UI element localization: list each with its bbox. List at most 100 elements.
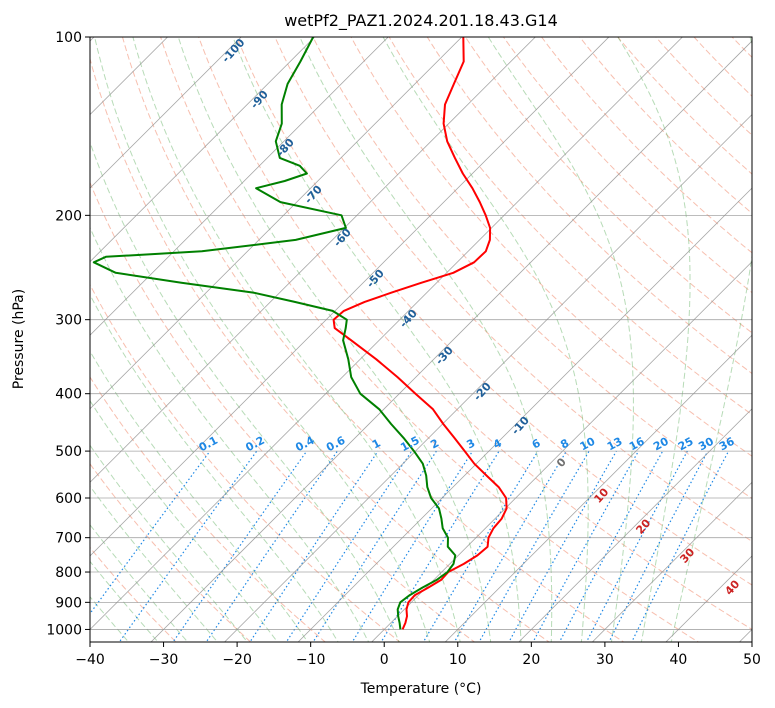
x-tick-label: −30 bbox=[149, 652, 179, 668]
y-tick-label: 600 bbox=[55, 491, 82, 507]
mixing-ratio-label: 6 bbox=[530, 436, 543, 451]
mixing-ratio-line bbox=[118, 450, 258, 642]
isotherm-line bbox=[444, 334, 752, 642]
isotherm-line bbox=[90, 37, 610, 557]
moist-adiabat-line bbox=[90, 293, 339, 642]
isotherm-line bbox=[591, 481, 752, 642]
mixing-ratio-label: 25 bbox=[676, 435, 696, 454]
mixing-ratio-label: 13 bbox=[605, 435, 625, 454]
y-tick-label: 700 bbox=[55, 531, 82, 547]
x-tick-label: 20 bbox=[522, 652, 540, 668]
dry-adiabat-line bbox=[312, 37, 752, 500]
x-tick-label: 50 bbox=[743, 652, 761, 668]
dry-adiabat-line bbox=[90, 376, 327, 642]
dry-adiabat-line bbox=[90, 463, 252, 642]
isotherm-line bbox=[90, 37, 389, 336]
dry-adiabat-label: -20 bbox=[471, 380, 494, 404]
x-axis-label: Temperature (°C) bbox=[360, 681, 482, 697]
moist-adiabat-line bbox=[90, 596, 130, 642]
y-tick-label: 100 bbox=[55, 30, 82, 46]
moist-adiabat-line bbox=[617, 37, 691, 642]
mixing-ratio-line bbox=[249, 450, 379, 642]
dry-adiabat-line bbox=[121, 37, 625, 642]
isotherm-line bbox=[150, 40, 752, 642]
x-tick-label: 30 bbox=[596, 652, 614, 668]
moist-adiabat-line bbox=[232, 37, 522, 642]
dry-adiabat-line bbox=[731, 37, 752, 59]
dry-adiabat-line bbox=[655, 37, 752, 136]
mixing-ratio-label: 30 bbox=[696, 435, 716, 454]
isotherm-line bbox=[90, 37, 463, 410]
temperature-profile-line bbox=[332, 37, 508, 630]
isotherm-line bbox=[297, 187, 752, 642]
isotherm-line bbox=[665, 555, 752, 642]
dry-adiabat-label: -90 bbox=[248, 88, 271, 112]
mixing-ratio-label: 36 bbox=[717, 435, 737, 454]
x-tick-label: 10 bbox=[449, 652, 467, 668]
moist-adiabat-line bbox=[90, 399, 279, 642]
moist-adiabat-line bbox=[132, 37, 461, 642]
dry-adiabat-label: -40 bbox=[397, 307, 420, 331]
dry-adiabat-label: -30 bbox=[433, 344, 456, 368]
dry-adiabat-label: -100 bbox=[219, 36, 247, 65]
moist-adiabat-label: 40 bbox=[722, 577, 742, 597]
dry-adiabat-line bbox=[579, 37, 752, 214]
mixing-ratio-line bbox=[532, 450, 640, 642]
dry-adiabat-line bbox=[350, 37, 752, 457]
background-lines bbox=[90, 10, 775, 654]
isotherm-line bbox=[371, 261, 752, 642]
mixing-ratio-label: 20 bbox=[651, 435, 671, 454]
mixing-ratio-line bbox=[172, 450, 308, 642]
isotherm-line bbox=[518, 408, 752, 642]
mixing-ratio-label: 10 bbox=[578, 435, 598, 454]
mixing-ratio-line bbox=[453, 450, 567, 642]
y-tick-label: 500 bbox=[55, 444, 82, 460]
dry-adiabat-label: -60 bbox=[331, 226, 354, 250]
dry-adiabat-label: -50 bbox=[364, 267, 387, 291]
dewpoint-profile-line bbox=[92, 37, 457, 630]
x-tick-label: −20 bbox=[222, 652, 252, 668]
dry-adiabat-line bbox=[90, 56, 550, 642]
mixing-ratio-line bbox=[631, 450, 730, 642]
dry-adiabat-line bbox=[274, 37, 752, 542]
isotherm-line bbox=[90, 37, 316, 263]
mixing-ratio-line bbox=[312, 450, 437, 642]
isotherm-line bbox=[90, 37, 536, 483]
moist-adiabat-label: 20 bbox=[633, 516, 653, 536]
isotherm-line bbox=[90, 37, 684, 631]
y-tick-label: 400 bbox=[55, 387, 82, 403]
isotherm-line bbox=[90, 37, 242, 189]
moist-adiabat-line bbox=[90, 485, 219, 642]
y-ticks: 1000 900 800 700 600 500 400 300 200 100 bbox=[46, 30, 90, 638]
dry-adiabat-line bbox=[540, 37, 752, 254]
series-layer bbox=[92, 37, 508, 630]
mixing-ratio-line bbox=[90, 450, 211, 615]
moist-adiabat-line bbox=[90, 350, 309, 642]
dry-adiabat-label: -10 bbox=[509, 414, 532, 438]
moist-adiabat-label: 30 bbox=[677, 545, 697, 565]
moist-adiabat-line bbox=[90, 444, 248, 642]
x-tick-label: −10 bbox=[296, 652, 326, 668]
x-tick-label: −40 bbox=[75, 652, 105, 668]
dry-adiabat-line bbox=[198, 37, 752, 631]
moist-adiabat-line bbox=[382, 37, 589, 642]
x-tick-label: 0 bbox=[380, 652, 389, 668]
chart-title: wetPf2_PAZ1.2024.201.18.43.G14 bbox=[284, 11, 558, 31]
dry-adiabat-line bbox=[236, 37, 752, 586]
moist-adiabat-line bbox=[94, 37, 431, 642]
dry-adiabat-line bbox=[744, 10, 775, 654]
dry-adiabat-line bbox=[464, 37, 752, 334]
moist-adiabat-line bbox=[299, 37, 553, 642]
y-axis-label: Pressure (hPa) bbox=[11, 289, 27, 389]
moist-adiabat-line bbox=[90, 226, 370, 642]
mixing-ratio-line bbox=[422, 450, 539, 642]
y-tick-label: 1000 bbox=[46, 622, 82, 638]
mixing-ratio-label: 3 bbox=[465, 436, 478, 451]
mixing-ratio-line bbox=[285, 450, 413, 642]
dry-adiabat-line bbox=[160, 37, 700, 642]
dry-adiabat-line bbox=[617, 37, 752, 175]
y-tick-label: 200 bbox=[55, 208, 82, 224]
x-tick-label: 40 bbox=[670, 652, 688, 668]
